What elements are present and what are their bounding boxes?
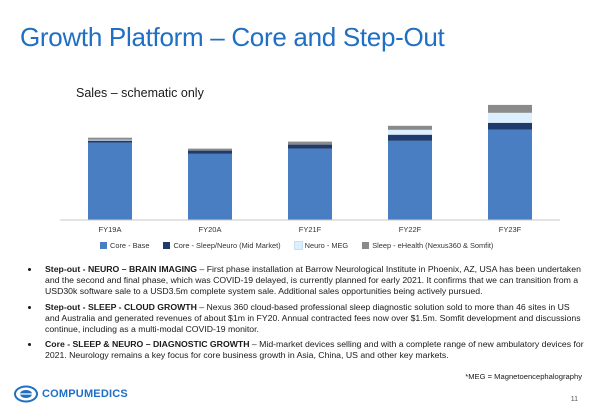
bullet-lead: Step-out - NEURO – BRAIN IMAGING (45, 264, 198, 274)
bar-fy20a-series-1 (188, 150, 232, 154)
legend-item: Sleep - eHealth (Nexus360 & Somfit) (362, 241, 493, 250)
bullet-lead: Step-out - SLEEP - CLOUD GROWTH (45, 301, 197, 312)
legend-swatch (362, 241, 370, 249)
bar-fy23f-series-1 (488, 122, 532, 130)
bullet-dot-icon (28, 343, 31, 347)
bullet-text: – Nexus 360 cloud-based professional sle… (45, 301, 581, 335)
bullet-text: – First phase installation at Barrow Neu… (45, 264, 581, 297)
x-tick-label: FY21F (299, 225, 322, 234)
legend-swatch (100, 241, 107, 249)
legend-item: Core - Sleep/Neuro (Mid Market) (163, 240, 281, 250)
bar-fy19a-series-2 (88, 139, 132, 141)
bar-fy21f-series-3 (288, 141, 332, 145)
bullet-dot-icon (28, 305, 31, 309)
legend-item: Neuro - MEG (293, 240, 349, 250)
bullet-item: Step-out - NEURO – BRAIN IMAGING – First… (24, 264, 584, 298)
bars-layer (88, 104, 532, 220)
page-number: 11 (570, 396, 578, 403)
chart-subtitle: Sales – schematic only (76, 86, 204, 100)
bar-fy19a-series-0 (88, 142, 132, 220)
x-tick-label: FY20A (199, 225, 222, 234)
bar-fy23f-series-3 (488, 104, 532, 113)
bullet-lead: Core - SLEEP & NEURO – DIAGNOSTIC GROWTH (45, 339, 250, 350)
bullet-dot-icon (28, 268, 31, 271)
logo-text: COMPUMEDICS (42, 388, 128, 400)
x-tick-label: FY23F (499, 225, 522, 234)
bar-fy23f-series-0 (488, 129, 532, 220)
bar-fy20a-series-3 (188, 148, 232, 151)
chart-legend: Core - Base Core - Sleep/Neuro (Mid Marke… (100, 238, 493, 252)
x-tick-label: FY19A (99, 225, 122, 234)
bar-fy23f-series-2 (488, 112, 532, 123)
bar-fy22f-series-1 (388, 134, 432, 141)
legend-label: Neuro - MEG (304, 240, 349, 250)
bar-fy20a-series-0 (188, 153, 232, 220)
compumedics-logo-icon (14, 385, 38, 403)
x-tick-label: FY22F (399, 225, 422, 234)
slide-title: Growth Platform – Core and Step-Out (20, 22, 445, 52)
bar-fy21f-series-0 (288, 148, 332, 220)
legend-item: Core - Base (100, 241, 149, 250)
legend-label: Core - Base (110, 240, 150, 250)
bar-fy19a-series-3 (88, 137, 132, 140)
bullet-list: Step-out - NEURO – BRAIN IMAGING – First… (24, 264, 584, 366)
bullet-text: – Mid-market devices selling and with a … (45, 339, 584, 361)
bullet-item: Step-out - SLEEP - CLOUD GROWTH – Nexus … (24, 302, 584, 336)
legend-label: Sleep - eHealth (Nexus360 & Somfit) (372, 240, 494, 250)
company-logo: COMPUMEDICS (14, 384, 128, 404)
bar-fy19a-series-1 (88, 140, 132, 143)
legend-swatch (293, 240, 303, 250)
bar-fy22f-series-2 (388, 129, 432, 135)
bar-fy21f-series-1 (288, 144, 332, 149)
x-tick-labels: FY19A FY20A FY21F FY22F FY23F (99, 225, 522, 234)
legend-label: Core - Sleep/Neuro (Mid Market) (173, 240, 281, 250)
bar-fy22f-series-0 (388, 140, 432, 220)
footnote: *MEG = Magnetoencephalography (465, 372, 582, 381)
legend-swatch (163, 241, 171, 249)
sales-chart: FY19A FY20A FY21F FY22F FY23F Sales – schema… (60, 86, 560, 252)
chart-canvas: FY19A FY20A FY21F FY22F FY23F (60, 104, 560, 234)
bullet-item: Core - SLEEP & NEURO – DIAGNOSTIC GROWTH… (24, 339, 584, 361)
bar-fy22f-series-3 (388, 125, 432, 130)
